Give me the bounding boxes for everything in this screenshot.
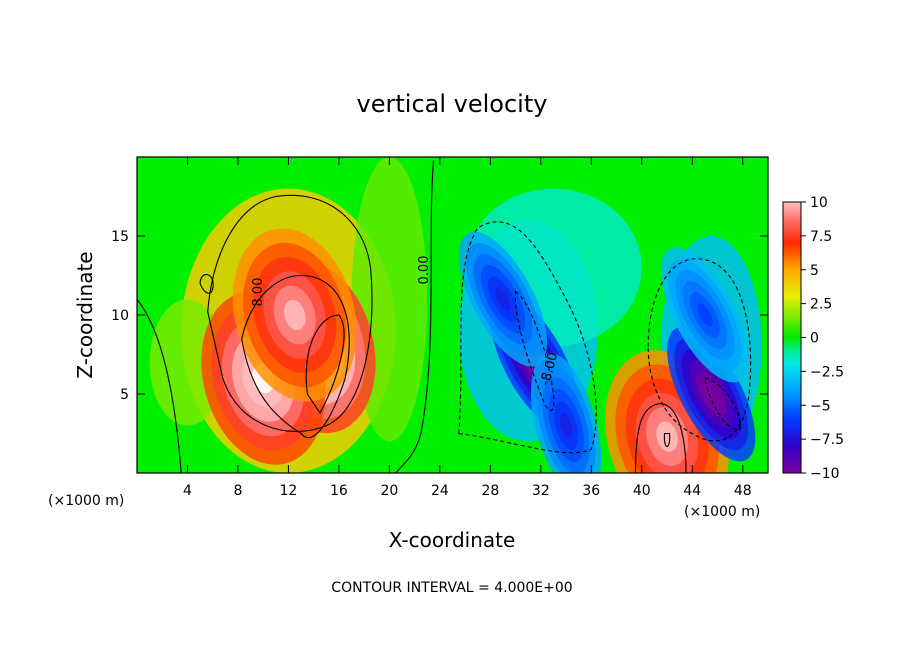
- contour-negative-8-right: [704, 377, 741, 430]
- field-blob: [559, 412, 573, 439]
- y-tick-label: 15: [111, 229, 129, 245]
- colorbar-gradient: [783, 202, 801, 473]
- x-tick-label: 4: [183, 483, 192, 499]
- colorbar-ticks: 10 7.5 5 2.5 0 −2.5 −5 −7.5 −10: [801, 195, 844, 482]
- contour-interval-note: CONTOUR INTERVAL = 4.000E+00: [331, 580, 572, 596]
- colorbar-tick-label: −7.5: [810, 432, 844, 448]
- x-tick-label: 24: [431, 483, 449, 499]
- contour-positive-small: [663, 432, 671, 448]
- x-axis-label: X-coordinate: [389, 528, 516, 552]
- x-tick-label: 36: [582, 483, 600, 499]
- x-unit-label-left: (×1000 m): [48, 493, 124, 509]
- y-tick-label: 10: [111, 308, 129, 324]
- contour-zero-right: [634, 402, 687, 473]
- contour-positive-8: [241, 274, 350, 439]
- x-tick-label: 44: [683, 483, 701, 499]
- contour-small-blob: [199, 274, 214, 294]
- field-blob: [495, 287, 511, 311]
- x-tick-label: 8: [233, 483, 242, 499]
- contour-zero-positive: [207, 194, 373, 433]
- x-tick-label: 40: [633, 483, 651, 499]
- colorbar-tick-label: −10: [810, 466, 840, 482]
- contour-positive-12: [305, 314, 345, 415]
- x-unit-label-right: (×1000 m): [684, 504, 760, 520]
- colorbar-tick-label: 10: [810, 195, 828, 211]
- contour-label-positive: 8.00: [251, 278, 266, 307]
- contour-layer: [137, 160, 752, 473]
- contour-zero-left: [137, 298, 182, 473]
- colorbar-tick-label: 0: [810, 331, 819, 347]
- field-blob: [656, 421, 678, 452]
- contour-negative-8: [514, 290, 555, 412]
- x-tick-label: 16: [330, 483, 348, 499]
- x-tick-label: 12: [280, 483, 298, 499]
- x-tick-label: 32: [532, 483, 550, 499]
- x-tick-label: 20: [380, 483, 398, 499]
- field-layer: [149, 157, 762, 473]
- field-blob: [697, 303, 713, 327]
- y-tick-label: 5: [120, 387, 129, 403]
- colorbar: 10 7.5 5 2.5 0 −2.5 −5 −7.5 −10: [782, 195, 844, 482]
- chart-title: vertical velocity: [357, 90, 548, 118]
- field-blob: [283, 299, 306, 331]
- colorbar-tick-label: 2.5: [810, 297, 832, 313]
- contour-negative-right: [647, 258, 752, 442]
- colorbar-tick-label: −5: [810, 398, 831, 414]
- x-tick-label: 28: [481, 483, 499, 499]
- colorbar-tick-label: −2.5: [810, 364, 844, 380]
- colorbar-tick-label: 5: [810, 263, 819, 279]
- contour-zero-line: [395, 160, 435, 473]
- contour-label-zero: 0.00: [417, 256, 432, 285]
- y-axis-label: Z-coordinate: [73, 251, 97, 378]
- contour-negative-zero: [458, 221, 597, 454]
- x-tick-label: 48: [734, 483, 752, 499]
- colorbar-tick-label: 7.5: [810, 229, 832, 245]
